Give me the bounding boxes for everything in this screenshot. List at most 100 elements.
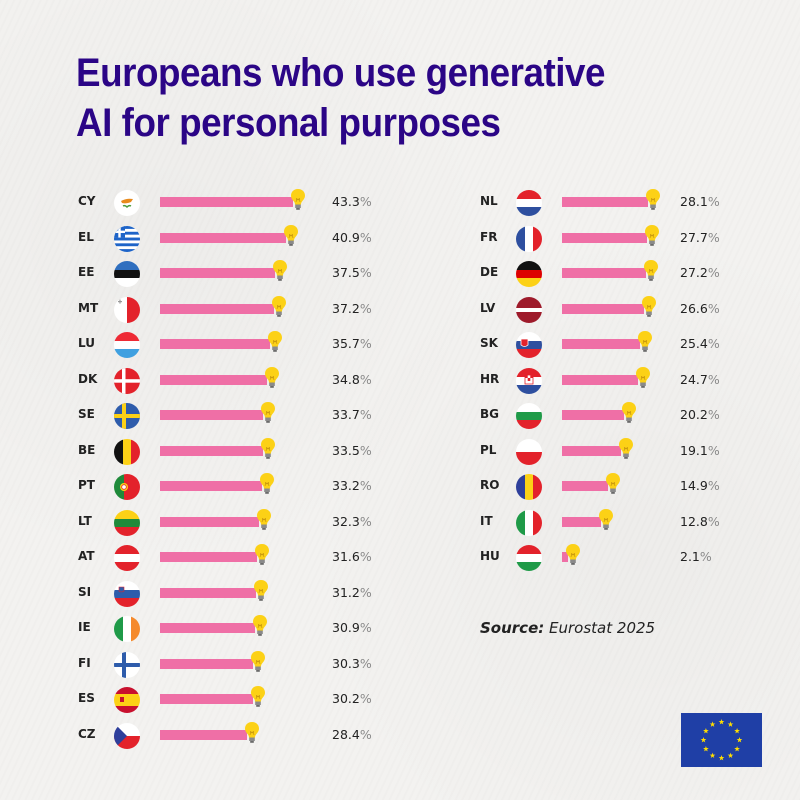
- country-code-label: BE: [78, 442, 96, 457]
- flag-lt-icon: [114, 509, 140, 536]
- value-label: 28.1%: [680, 194, 720, 209]
- country-code-label: HU: [480, 549, 500, 563]
- value-label: 33.7%: [332, 407, 372, 422]
- bar: [562, 197, 649, 207]
- flag-lv-icon: [516, 296, 542, 323]
- eu-star-icon: [718, 719, 725, 725]
- flag-hu-icon: [516, 545, 542, 571]
- value-label: 40.9%: [332, 229, 372, 245]
- lightbulb-icon: [637, 330, 653, 354]
- country-code-label: FR: [480, 229, 498, 244]
- eu-star-icon: [727, 721, 734, 727]
- country-code-label: CZ: [78, 726, 96, 741]
- lightbulb-icon: [253, 579, 269, 603]
- country-code-label: LU: [78, 336, 95, 350]
- title-line-2: AI for personal purposes: [76, 101, 501, 145]
- country-code-label: HR: [480, 371, 500, 386]
- value-label: 35.7%: [332, 336, 372, 351]
- lightbulb-icon: [267, 330, 283, 354]
- value-label: 33.5%: [332, 442, 372, 458]
- value-label: 20.2%: [680, 407, 720, 422]
- lightbulb-icon: [283, 224, 299, 248]
- bar: [160, 623, 255, 633]
- bar: [160, 658, 254, 669]
- value-label: 25.4%: [680, 336, 720, 351]
- bar: [160, 481, 262, 491]
- lightbulb-icon: [272, 259, 288, 283]
- lightbulb-icon: [618, 437, 634, 461]
- value-label: 30.2%: [332, 691, 372, 706]
- flag-pt-icon: [114, 474, 140, 500]
- source-note: Source: Eurostat 2025: [480, 619, 655, 637]
- country-code-label: IT: [480, 513, 493, 528]
- country-code-label: CY: [78, 194, 96, 208]
- eu-star-icon: [734, 728, 740, 734]
- value-label: 32.3%: [332, 513, 372, 529]
- country-code-label: DE: [480, 265, 499, 279]
- lightbulb-icon: [605, 472, 621, 496]
- bar: [160, 303, 275, 314]
- bar: [160, 587, 256, 598]
- bar: [562, 410, 624, 420]
- flag-lu-icon: [114, 332, 140, 358]
- eu-star-icon: [734, 746, 740, 752]
- value-label: 37.5%: [332, 265, 372, 280]
- country-code-label: PT: [78, 478, 95, 492]
- flag-pl-icon: [516, 438, 542, 465]
- lightbulb-icon: [621, 401, 637, 425]
- flag-mt-icon: [114, 296, 140, 323]
- flag-sk-icon: [516, 332, 542, 358]
- lightbulb-icon: [641, 295, 657, 319]
- value-label: 12.8%: [680, 513, 720, 529]
- flag-nl-icon: [516, 190, 542, 216]
- lightbulb-icon: [643, 259, 659, 283]
- lightbulb-icon: [260, 401, 276, 425]
- country-code-label: EL: [78, 229, 94, 244]
- bar: [160, 552, 257, 562]
- eu-star-icon: [709, 752, 716, 759]
- value-label: 14.9%: [680, 478, 720, 493]
- flag-be-icon: [114, 438, 140, 465]
- flag-hr-icon: [516, 367, 542, 394]
- flag-ro-icon: [516, 474, 542, 500]
- bar: [562, 303, 644, 314]
- flag-dk-icon: [114, 367, 140, 394]
- value-label: 43.3%: [332, 194, 372, 209]
- lightbulb-icon: [264, 366, 280, 390]
- eu-star-icon: [709, 721, 716, 727]
- flag-bg-icon: [516, 403, 542, 429]
- value-label: 31.2%: [332, 584, 372, 600]
- country-code-label: PL: [480, 442, 497, 457]
- chart-title: Europeans who use generative AI for pers…: [76, 48, 720, 148]
- value-label: 19.1%: [680, 442, 720, 458]
- lightbulb-icon: [250, 685, 266, 709]
- flag-cz-icon: [114, 722, 140, 749]
- bar: [562, 516, 602, 527]
- lightbulb-icon: [252, 614, 268, 638]
- lightbulb-icon: [254, 543, 270, 567]
- eu-star-icon: [727, 752, 734, 759]
- lightbulb-icon: [260, 437, 276, 461]
- bar: [160, 374, 267, 385]
- eu-star-icon: [703, 728, 709, 734]
- country-code-label: SK: [480, 336, 498, 350]
- lightbulb-icon: [271, 295, 287, 319]
- value-label: 24.7%: [680, 371, 720, 387]
- country-code-label: LV: [480, 300, 496, 315]
- country-code-label: FI: [78, 655, 91, 670]
- value-label: 30.9%: [332, 620, 372, 635]
- bar: [160, 445, 263, 456]
- value-label: 33.2%: [332, 478, 372, 493]
- bar: [160, 410, 264, 420]
- eu-star-icon: [736, 737, 743, 743]
- country-code-label: NL: [480, 194, 498, 208]
- country-code-label: SI: [78, 584, 92, 599]
- eu-star-icon: [718, 755, 725, 761]
- country-code-label: LT: [78, 513, 92, 528]
- lightbulb-icon: [645, 188, 661, 212]
- value-label: 30.3%: [332, 655, 372, 671]
- eu-flag-icon: [681, 713, 762, 767]
- source-value: Eurostat 2025: [549, 619, 656, 637]
- flag-fr-icon: [516, 225, 542, 252]
- flag-es-icon: [114, 687, 140, 713]
